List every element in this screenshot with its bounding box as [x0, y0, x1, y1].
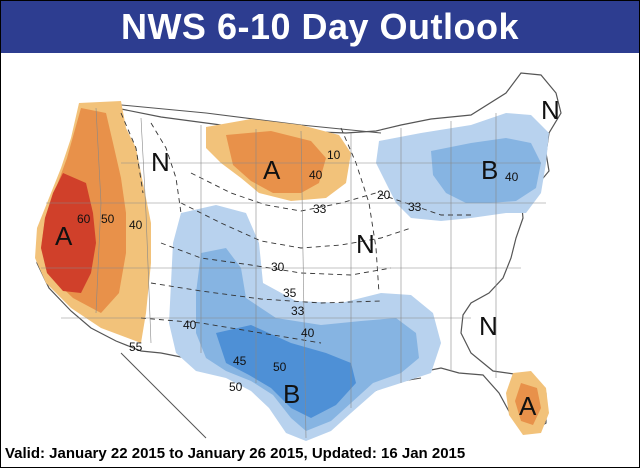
northwest-normal-label: N [151, 147, 170, 177]
contour-label: 30 [271, 260, 285, 274]
south-below-mid [196, 248, 419, 431]
contour-label: 40 [505, 170, 519, 184]
great-lakes-below-label: B [481, 155, 498, 185]
category-labels: A A B B A N N N N [55, 95, 560, 421]
contour-label: 60 [77, 212, 91, 226]
contour-label: 35 [283, 286, 297, 300]
florida-above-label: A [519, 391, 537, 421]
contour-label: 33 [408, 200, 422, 214]
contour-lines [120, 112, 471, 344]
maine-normal-label: N [541, 95, 560, 125]
contour-label: 20 [377, 188, 391, 202]
contour-label: 55 [129, 340, 143, 354]
plains-above-label: A [263, 155, 281, 185]
contour-label: 40 [183, 318, 197, 332]
outlook-map: A A B B A N N N N 60 50 40 55 40 10 33 4… [1, 53, 639, 441]
mexico-coast [120, 352, 207, 439]
valid-dates-footer: Valid: January 22 2015 to January 26 201… [1, 443, 639, 467]
title-banner: NWS 6-10 Day Outlook [1, 1, 639, 53]
contour-label: 33 [313, 202, 327, 216]
midwest-normal-label: N [356, 229, 375, 259]
southeast-normal-label: N [479, 311, 498, 341]
state-borders [41, 107, 546, 439]
map-svg: A A B B A N N N N 60 50 40 55 40 10 33 4… [35, 72, 562, 441]
contour-label: 50 [101, 212, 115, 226]
contour-label: 50 [229, 380, 243, 394]
valid-dates-text: Valid: January 22 2015 to January 26 201… [5, 445, 466, 462]
ne-below-mid [431, 138, 541, 203]
west-above-label: A [55, 221, 73, 251]
contour-value-labels: 60 50 40 55 40 10 33 40 33 20 30 35 33 4… [77, 148, 519, 394]
florida-above-mid [515, 383, 541, 425]
south-below-dark [216, 325, 356, 418]
contour-label: 10 [327, 148, 341, 162]
contour-label: 50 [273, 360, 287, 374]
contour-label: 33 [291, 304, 305, 318]
texas-below-label: B [283, 379, 300, 409]
contour-label: 40 [301, 326, 315, 340]
page-title: NWS 6-10 Day Outlook [120, 6, 520, 47]
contour-label: 40 [309, 168, 323, 182]
contour-label: 40 [129, 218, 143, 232]
contour-label: 45 [233, 354, 247, 368]
